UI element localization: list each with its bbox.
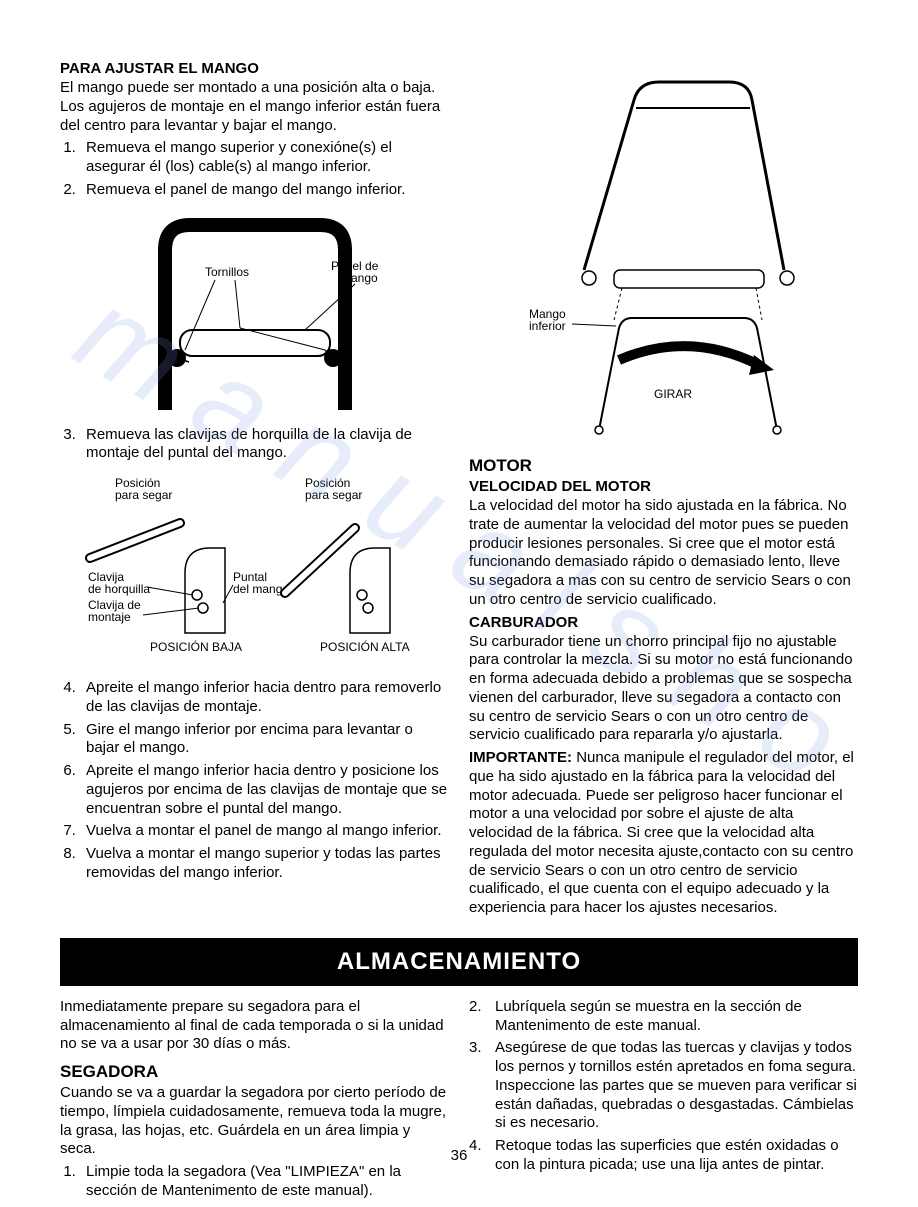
left-column: PARA AJUSTAR EL MANGO El mango puede ser… xyxy=(60,60,449,922)
page-number: 36 xyxy=(451,1147,468,1164)
label-tornillos: Tornillos xyxy=(205,265,249,279)
storage-steps-left: Limpie toda la segadora (Vea "LIMPIEZA" … xyxy=(80,1163,449,1201)
label-clavija-montaje-2: montaje xyxy=(88,610,131,624)
banner-almacenamiento: ALMACENAMIENTO xyxy=(60,938,858,986)
step-1: Remueva el mango superior y conexióne(s)… xyxy=(80,139,449,177)
steps-list-1: Remueva el mango superior y conexióne(s)… xyxy=(80,139,449,199)
storage-step-2: Lubríquela según se muestra en la secció… xyxy=(489,998,858,1036)
step-7: Vuelva a montar el panel de mango al man… xyxy=(80,822,449,841)
label-clavija-horquilla-2: de horquilla xyxy=(88,582,150,596)
storage-left: Inmediatamente prepare su segadora para … xyxy=(60,998,449,1207)
step-3: Remueva las clavijas de horquilla de la … xyxy=(80,426,449,464)
heading-segadora: SEGADORA xyxy=(60,1062,449,1082)
label-girar: GIRAR xyxy=(654,387,692,401)
label-posicion-baja: POSICIÓN BAJA xyxy=(150,639,242,654)
step-8: Vuelva a montar el mango superior y toda… xyxy=(80,845,449,883)
right-column: Mango inferior GIRAR MOTOR VELOCIDAD DEL… xyxy=(469,60,858,922)
storage-columns: Inmediatamente prepare su segadora para … xyxy=(60,998,858,1207)
heading-ajustar-mango: PARA AJUSTAR EL MANGO xyxy=(60,60,449,77)
importante-paragraph: IMPORTANTE: Nunca manipule el regulador … xyxy=(469,749,858,918)
heading-motor: MOTOR xyxy=(469,456,858,476)
diagram-rotate-handle: Mango inferior GIRAR xyxy=(469,70,858,440)
heading-carburador: CARBURADOR xyxy=(469,614,858,631)
segadora-text: Cuando se va a guardar la segadora por c… xyxy=(60,1084,449,1159)
storage-step-3: Asegúrese de que todas las tuercas y cla… xyxy=(489,1039,858,1133)
diagram-positions: Posición para segar Clavija de horquilla… xyxy=(60,473,449,663)
label-posicion-segar-l2: para segar xyxy=(115,488,172,502)
main-two-column: PARA AJUSTAR EL MANGO El mango puede ser… xyxy=(60,60,858,922)
label-panel-mango-2: mango xyxy=(341,271,378,285)
label-mango-inferior-2: inferior xyxy=(529,319,566,333)
storage-step-1: Limpie toda la segadora (Vea "LIMPIEZA" … xyxy=(80,1163,449,1201)
heading-velocidad: VELOCIDAD DEL MOTOR xyxy=(469,478,858,495)
steps-list-3: Apreite el mango inferior hacia dentro p… xyxy=(80,679,449,883)
step-4: Apreite el mango inferior hacia dentro p… xyxy=(80,679,449,717)
storage-intro: Inmediatamente prepare su segadora para … xyxy=(60,998,449,1054)
label-posicion-alta: POSICIÓN ALTA xyxy=(320,639,410,654)
carburador-text: Su carburador tiene un chorro principal … xyxy=(469,633,858,746)
step-2: Remueva el panel de mango del mango infe… xyxy=(80,181,449,200)
velocidad-text: La velocidad del motor ha sido ajustada … xyxy=(469,497,858,610)
storage-right: Lubríquela según se muestra en la secció… xyxy=(469,998,858,1207)
label-posicion-segar-r2: para segar xyxy=(305,488,362,502)
step-6: Apreite el mango inferior hacia dentro y… xyxy=(80,762,449,818)
importante-text: Nunca manipule el regulador del motor, e… xyxy=(469,749,854,916)
diagram-handle-panel: Tornillos Panel de mango xyxy=(60,210,449,410)
steps-list-2: Remueva las clavijas de horquilla de la … xyxy=(80,426,449,464)
storage-step-4: Retoque todas las superficies que estén … xyxy=(489,1137,858,1175)
importante-label: IMPORTANTE: xyxy=(469,749,572,766)
step-5: Gire el mango inferior por encima para l… xyxy=(80,721,449,759)
intro-paragraph: El mango puede ser montado a una posició… xyxy=(60,79,449,135)
storage-steps-right: Lubríquela según se muestra en la secció… xyxy=(489,998,858,1175)
